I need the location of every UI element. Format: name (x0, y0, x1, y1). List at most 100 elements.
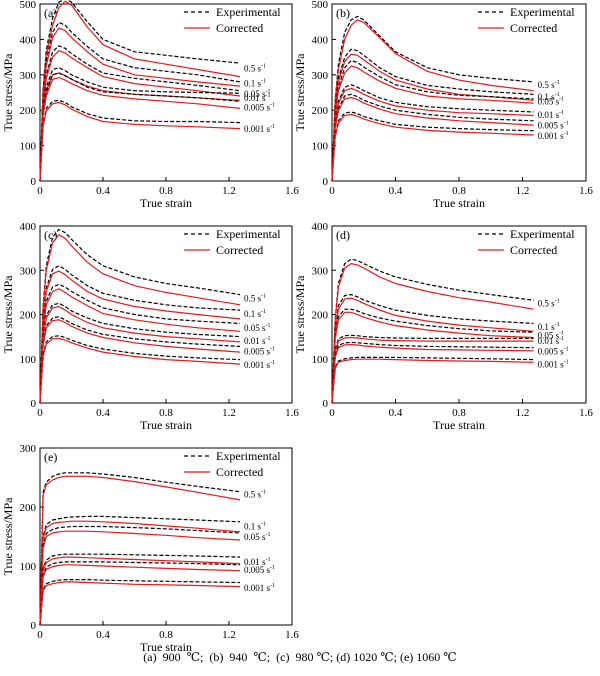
y-tick-label: 300 (20, 70, 37, 82)
x-tick-label: 0.4 (96, 185, 110, 197)
panel-tag: (a) (44, 6, 57, 20)
strain-rate-label: 0.001 s-1 (538, 131, 569, 141)
corrected-curve (331, 19, 534, 182)
experimental-curve (39, 525, 241, 626)
x-tick-label: 1.2 (222, 629, 236, 641)
corrected-curve (39, 305, 241, 404)
experimental-curve (39, 67, 241, 182)
corrected-curve (39, 520, 241, 626)
panel-tag: (b) (336, 6, 350, 20)
x-tick-label: 0.8 (452, 185, 466, 197)
x-tick-label: 0 (37, 407, 43, 419)
y-tick-label: 200 (312, 310, 329, 322)
chart-panel: 0 0.4 0.8 1.2 1.6 0 100 200 300 400 True strain Tru… (293, 221, 593, 432)
x-tick-label: 1.2 (516, 185, 530, 197)
legend-label-corrected: Corrected (216, 243, 263, 257)
y-tick-label: 200 (20, 105, 37, 117)
y-tick-label: 500 (20, 0, 37, 11)
y-tick-label: 0 (31, 620, 37, 632)
x-tick-label: 1.6 (285, 629, 299, 641)
corrected-curve (331, 297, 534, 404)
y-tick-label: 0 (31, 398, 37, 410)
y-tick-label: 0 (31, 176, 37, 188)
legend-label-corrected: Corrected (510, 243, 557, 257)
corrected-curve (331, 65, 534, 182)
experimental-curve (39, 72, 241, 182)
strain-rate-label: 0.005 s-1 (244, 347, 275, 357)
legend-label-experimental: Experimental (216, 449, 281, 463)
strain-rate-label: 0.1 s-1 (538, 322, 560, 332)
y-tick-label: 0 (323, 176, 329, 188)
experimental-curve (331, 334, 534, 404)
strain-rate-label: 0.5 s-1 (244, 293, 266, 303)
experimental-curve (39, 472, 241, 626)
corrected-curve (331, 96, 534, 182)
figure-caption: (a) 900 ℃; (b) 940 ℃; (c) 980 ℃; (d) 102… (143, 650, 457, 664)
y-tick-label: 400 (312, 221, 329, 233)
strain-rate-label: 0.005 s-1 (244, 565, 275, 575)
corrected-curve (39, 475, 241, 626)
corrected-curve (331, 358, 534, 404)
corrected-curve (39, 27, 241, 182)
x-tick-label: 1.6 (579, 185, 593, 197)
strain-rate-label: 0.05 s-1 (244, 532, 271, 542)
strain-rate-label: 0.05 s-1 (244, 323, 271, 333)
y-tick-label: 100 (20, 354, 37, 366)
experimental-curve (331, 111, 534, 182)
strain-rate-label: 0.5 s-1 (538, 80, 560, 90)
experimental-curve (39, 316, 241, 404)
x-tick-label: 0.4 (389, 407, 403, 419)
y-tick-label: 300 (312, 265, 329, 277)
x-tick-label: 0.4 (96, 407, 110, 419)
corrected-curve (39, 76, 241, 182)
y-tick-label: 100 (20, 561, 37, 573)
strain-rate-label: 0.01 s-1 (538, 110, 565, 120)
y-tick-label: 100 (312, 354, 329, 366)
strain-rate-label: 0.1 s-1 (244, 309, 266, 319)
experimental-curve (39, 283, 241, 404)
strain-rate-label: 0.005 s-1 (538, 120, 569, 130)
y-tick-label: 300 (20, 443, 37, 455)
y-tick-label: 400 (20, 34, 37, 46)
corrected-curve (39, 0, 241, 182)
corrected-curve (39, 234, 241, 404)
strain-rate-label: 0.01 s-1 (244, 557, 271, 567)
y-axis-title: True stress/MPa (293, 275, 307, 354)
strain-rate-label: 0.001 s-1 (244, 583, 275, 593)
strain-rate-label: 0.001 s-1 (244, 360, 275, 370)
y-tick-label: 400 (20, 221, 37, 233)
experimental-curve (39, 515, 241, 626)
corrected-curve (331, 336, 534, 404)
legend-label-experimental: Experimental (510, 227, 575, 241)
corrected-curve (331, 311, 534, 404)
x-tick-label: 0 (37, 185, 43, 197)
y-tick-label: 100 (312, 141, 329, 153)
x-tick-label: 0 (329, 407, 335, 419)
experimental-curve (331, 84, 534, 182)
corrected-curve (39, 270, 241, 404)
y-axis-title: True stress/MPa (1, 497, 15, 576)
corrected-curve (331, 262, 534, 404)
strain-rate-label: 0.001 s-1 (244, 124, 275, 134)
experimental-curve (331, 258, 534, 404)
y-tick-label: 300 (20, 265, 37, 277)
y-tick-label: 300 (312, 70, 329, 82)
y-tick-label: 200 (20, 310, 37, 322)
experimental-curve (331, 93, 534, 182)
experimental-curve (331, 308, 534, 404)
strain-rate-label: 0.005 s-1 (244, 102, 275, 112)
chart-panel: 0 0.4 0.8 1.2 1.6 0 100 200 300 400 500 True strain… (293, 0, 593, 210)
corrected-curve (39, 556, 241, 626)
x-tick-label: 0.8 (159, 407, 173, 419)
y-axis-title: True stress/MPa (1, 275, 15, 354)
legend-label-corrected: Corrected (216, 465, 263, 479)
chart-panel: 0 0.4 0.8 1.2 1.6 0 100 200 300 400 500 True strain… (1, 0, 299, 210)
experimental-curve (39, 578, 241, 626)
y-tick-label: 0 (323, 398, 329, 410)
x-tick-label: 0 (37, 629, 43, 641)
y-tick-label: 100 (20, 141, 37, 153)
corrected-curve (39, 337, 241, 404)
corrected-curve (331, 87, 534, 182)
x-axis-title: True strain (433, 418, 485, 432)
